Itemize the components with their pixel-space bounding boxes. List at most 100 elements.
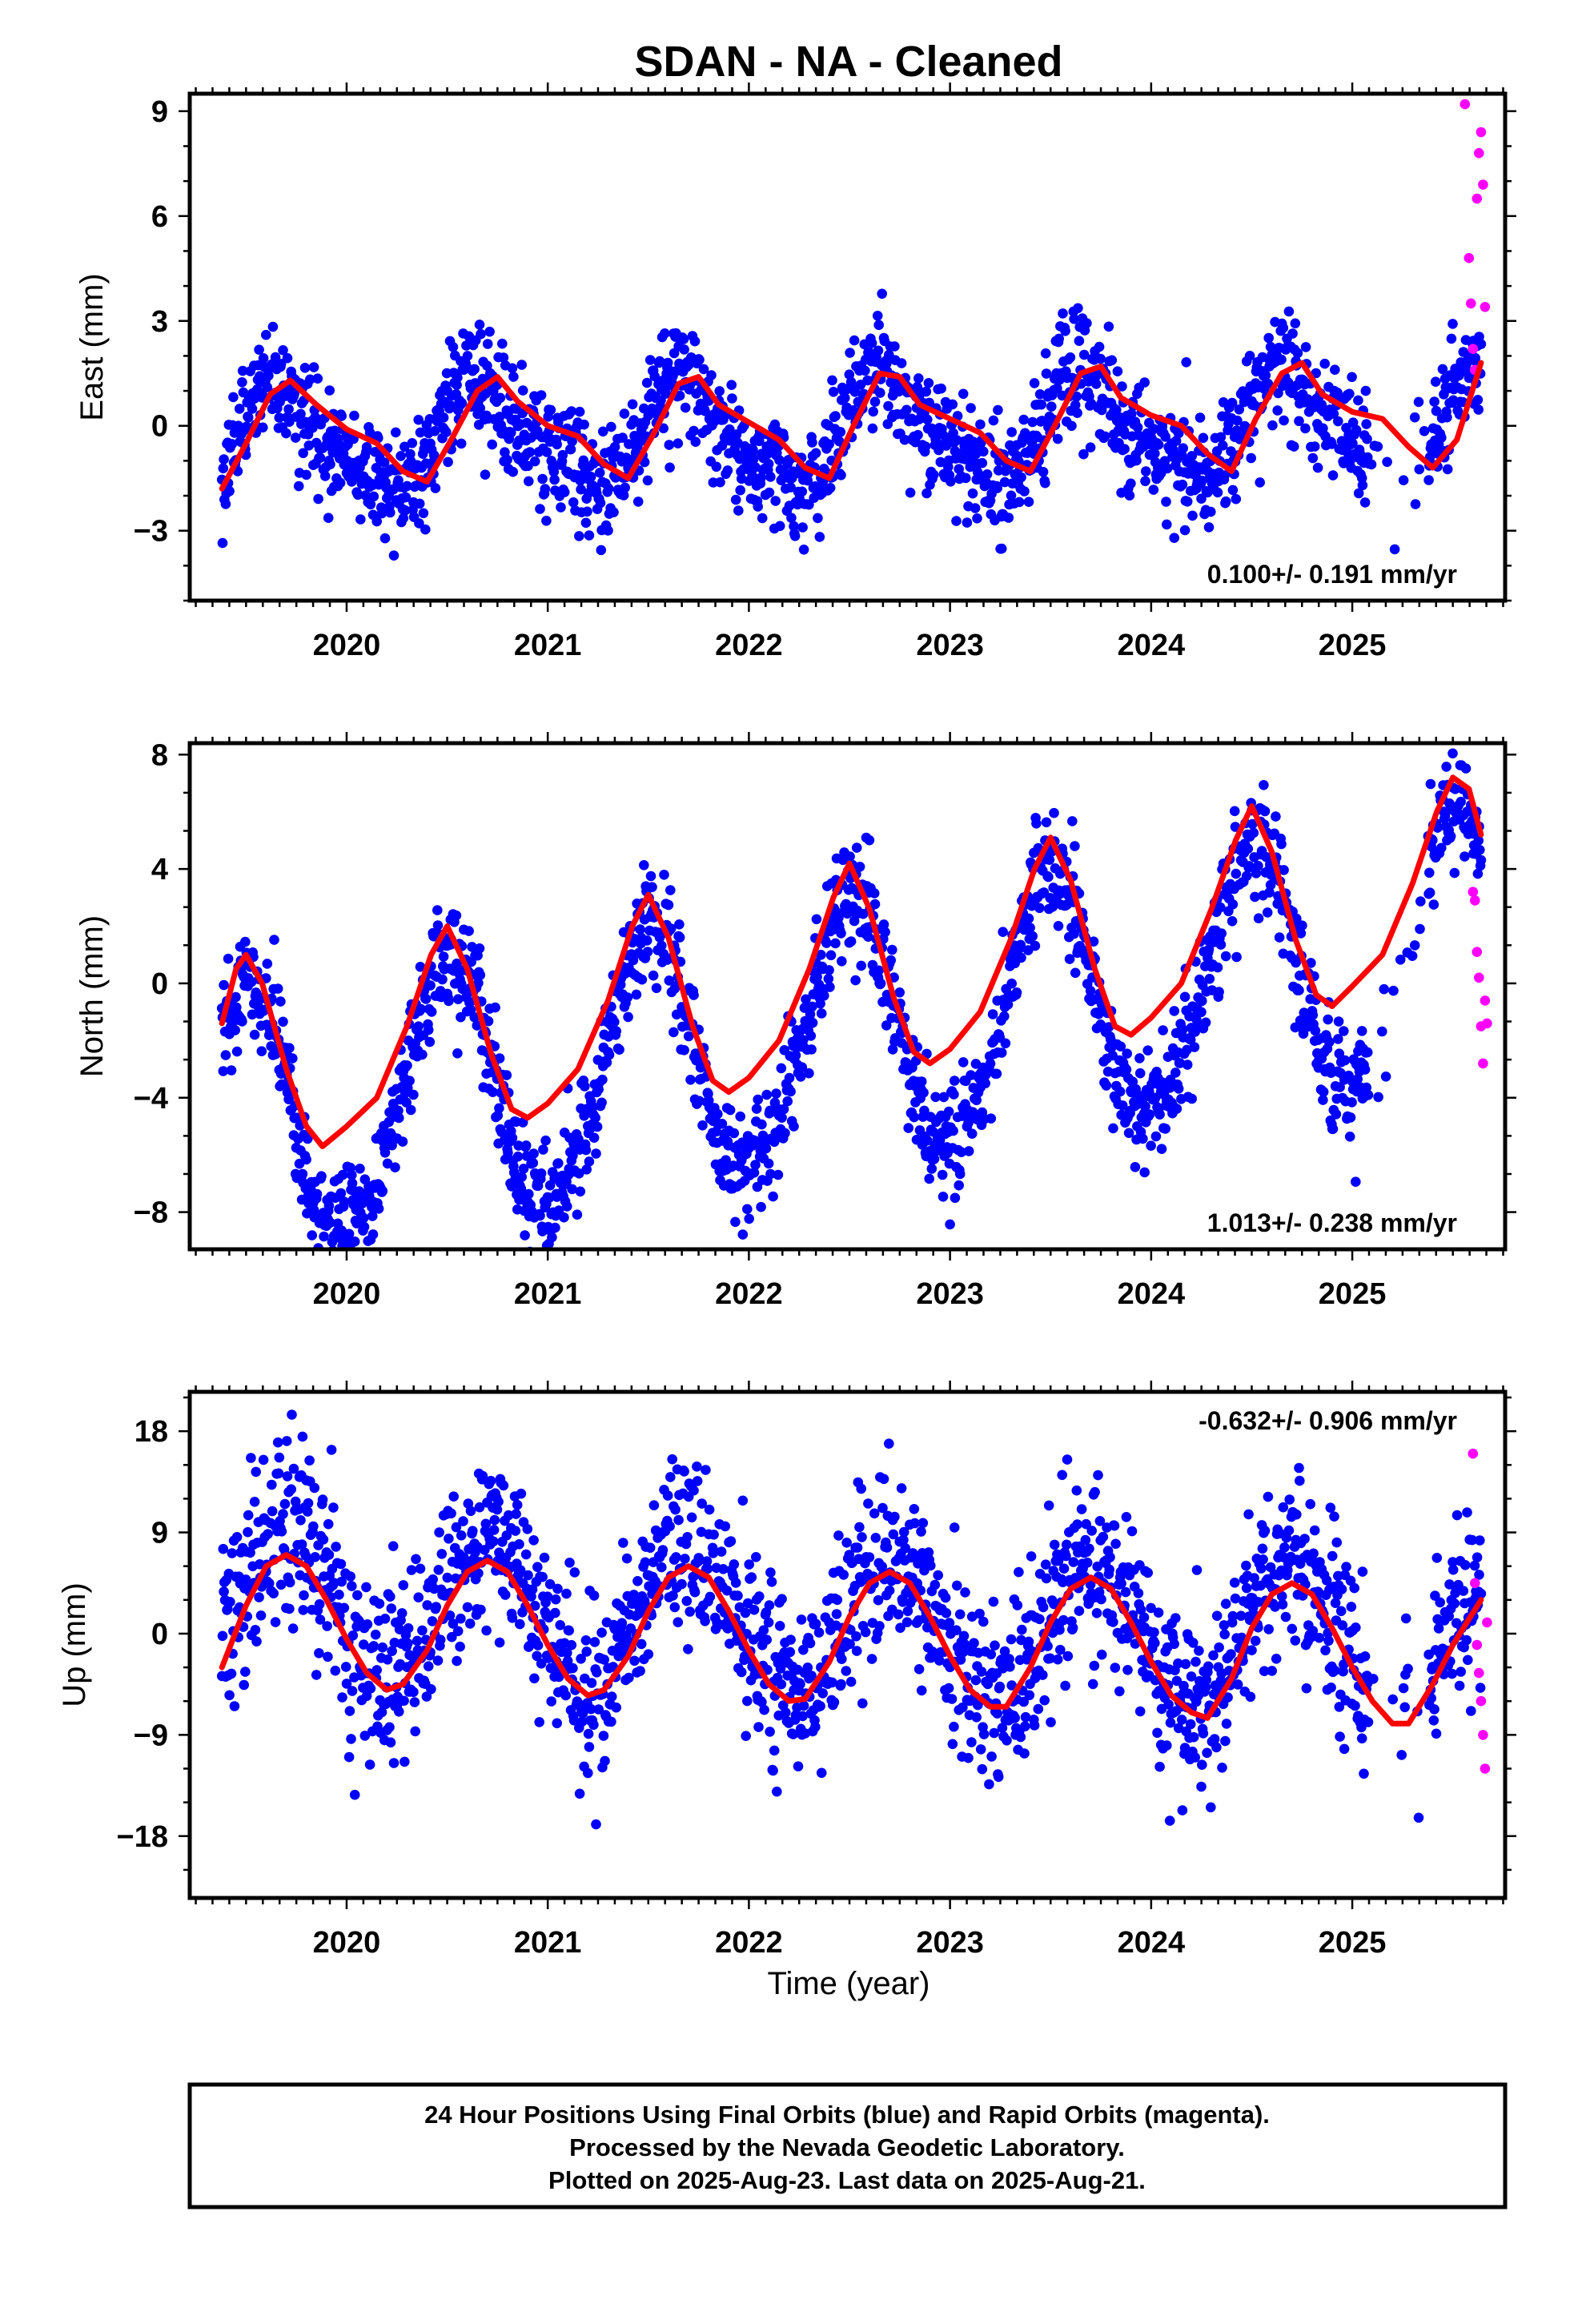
final-point xyxy=(498,1480,509,1491)
final-point xyxy=(717,1119,728,1129)
final-point xyxy=(379,457,390,468)
final-point xyxy=(262,959,273,969)
final-point xyxy=(1472,868,1484,879)
final-point xyxy=(1130,1162,1141,1172)
final-point xyxy=(660,328,670,339)
final-point xyxy=(480,388,492,399)
final-point xyxy=(1458,347,1469,357)
final-point xyxy=(641,935,652,946)
final-point xyxy=(1436,432,1447,443)
final-point xyxy=(263,1529,273,1539)
final-point xyxy=(751,1552,761,1562)
final-point xyxy=(1247,818,1258,830)
final-point xyxy=(1060,326,1070,336)
final-point xyxy=(1431,405,1442,416)
final-point xyxy=(883,400,893,412)
final-point xyxy=(405,448,416,460)
final-point xyxy=(318,1534,329,1545)
final-point xyxy=(524,476,534,487)
final-point xyxy=(1351,1176,1361,1187)
final-point xyxy=(758,1625,769,1635)
final-point xyxy=(514,1539,524,1550)
final-orbit-points xyxy=(216,99,1491,561)
final-point xyxy=(287,1623,299,1634)
final-point xyxy=(1158,1025,1168,1035)
final-point xyxy=(816,1008,827,1019)
final-point xyxy=(323,513,334,523)
final-point xyxy=(727,393,737,404)
final-point xyxy=(1395,955,1406,965)
rapid-point xyxy=(1472,193,1483,204)
final-point xyxy=(606,421,616,432)
final-point xyxy=(512,1499,523,1510)
final-point xyxy=(469,364,480,375)
final-point xyxy=(798,545,809,555)
final-point xyxy=(1074,336,1085,347)
final-point xyxy=(857,908,869,919)
final-point xyxy=(824,965,834,975)
final-point xyxy=(793,1761,804,1771)
final-point xyxy=(269,935,279,945)
final-point xyxy=(377,1185,388,1196)
final-point xyxy=(297,1431,308,1442)
final-point xyxy=(568,497,579,508)
final-point xyxy=(428,1574,438,1585)
final-point xyxy=(786,513,797,523)
final-point xyxy=(949,1089,959,1100)
final-point xyxy=(736,473,747,485)
final-point xyxy=(1173,428,1184,439)
y-axis-label: East (mm) xyxy=(74,273,110,420)
final-point xyxy=(385,1737,396,1748)
final-point xyxy=(507,1613,518,1623)
final-point xyxy=(1215,939,1227,950)
y-tick-label: −8 xyxy=(134,1196,168,1230)
final-point xyxy=(913,373,924,384)
final-point xyxy=(757,513,768,524)
final-point xyxy=(524,447,536,457)
final-point xyxy=(716,1546,727,1557)
final-point xyxy=(674,919,685,930)
final-point xyxy=(368,1641,379,1651)
final-point xyxy=(730,494,741,505)
final-point xyxy=(476,1604,486,1615)
final-point xyxy=(359,1221,370,1232)
final-point xyxy=(475,403,486,413)
final-point xyxy=(966,403,976,413)
final-point xyxy=(446,1508,456,1519)
final-point xyxy=(935,456,946,468)
final-point xyxy=(313,493,323,505)
final-point xyxy=(1442,412,1452,423)
final-point xyxy=(585,472,596,482)
final-point xyxy=(1038,467,1049,477)
final-point xyxy=(319,471,331,481)
final-point xyxy=(733,1590,743,1601)
final-point xyxy=(527,1584,538,1595)
final-point xyxy=(437,974,448,985)
final-point xyxy=(774,521,785,532)
x-tick-label: 2025 xyxy=(1319,629,1387,662)
final-point xyxy=(991,1068,1002,1080)
final-point xyxy=(1052,383,1062,394)
final-point xyxy=(621,1630,632,1641)
final-point xyxy=(500,447,510,457)
final-point xyxy=(1085,442,1096,452)
final-point xyxy=(228,392,239,403)
final-point xyxy=(601,1057,612,1068)
final-point xyxy=(863,931,873,942)
final-point xyxy=(547,1232,557,1243)
final-point xyxy=(432,905,443,915)
final-point xyxy=(1138,1133,1148,1144)
final-point xyxy=(1016,952,1026,963)
final-point xyxy=(905,487,916,498)
final-point xyxy=(330,1665,341,1676)
final-point xyxy=(1278,323,1289,333)
final-point xyxy=(396,1608,408,1618)
final-point xyxy=(301,1154,311,1165)
final-point xyxy=(592,1667,602,1678)
final-point xyxy=(921,386,932,397)
final-point xyxy=(408,1089,419,1100)
final-point xyxy=(284,1577,295,1588)
final-point xyxy=(1122,1048,1132,1059)
final-point xyxy=(315,452,326,463)
final-point xyxy=(281,428,291,439)
